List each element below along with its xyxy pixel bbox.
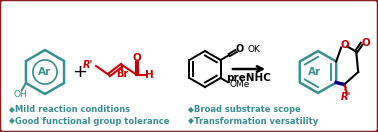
Text: ◆: ◆ bbox=[188, 105, 194, 114]
Text: O: O bbox=[341, 39, 350, 50]
Text: Transformation versatility: Transformation versatility bbox=[194, 117, 318, 126]
Text: OMe: OMe bbox=[229, 80, 249, 89]
Text: Ar: Ar bbox=[308, 67, 322, 77]
Text: ◆: ◆ bbox=[9, 117, 15, 126]
Text: O: O bbox=[133, 53, 141, 63]
Text: Br: Br bbox=[116, 69, 128, 79]
Text: Ar: Ar bbox=[39, 67, 51, 77]
Text: Broad substrate scope: Broad substrate scope bbox=[194, 105, 301, 114]
Text: +: + bbox=[73, 63, 87, 81]
Text: R': R' bbox=[82, 60, 93, 70]
Text: ◆: ◆ bbox=[188, 117, 194, 126]
Text: preNHC: preNHC bbox=[226, 73, 271, 83]
Polygon shape bbox=[26, 50, 64, 94]
Text: R': R' bbox=[341, 91, 352, 102]
Text: O: O bbox=[362, 39, 370, 48]
Text: Good functional group tolerance: Good functional group tolerance bbox=[15, 117, 169, 126]
Text: O: O bbox=[235, 44, 244, 54]
Text: H: H bbox=[145, 70, 153, 80]
Text: Mild reaction conditions: Mild reaction conditions bbox=[15, 105, 130, 114]
Text: OH: OH bbox=[13, 90, 27, 99]
Text: ◆: ◆ bbox=[9, 105, 15, 114]
Polygon shape bbox=[300, 51, 336, 93]
Text: OK: OK bbox=[248, 44, 260, 53]
